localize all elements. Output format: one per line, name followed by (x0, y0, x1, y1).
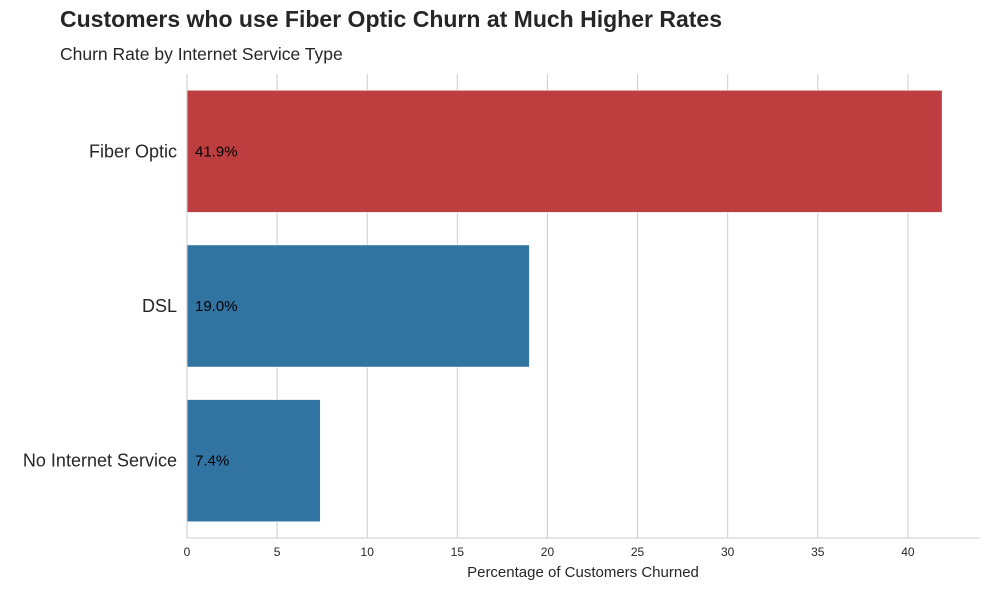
chart-title: Customers who use Fiber Optic Churn at M… (60, 6, 722, 32)
x-tick-label: 40 (901, 545, 915, 559)
x-tick-label: 5 (274, 545, 281, 559)
bar (186, 399, 321, 523)
x-tick-label: 25 (631, 545, 645, 559)
data-label: 7.4% (195, 453, 229, 470)
x-tick-label: 0 (184, 545, 191, 559)
data-label: 19.0% (195, 298, 238, 315)
x-tick-labels: 0 5 10 15 20 25 30 35 40 (184, 545, 915, 559)
category-labels: Fiber Optic DSL No Internet Service (23, 141, 177, 470)
x-tick-label: 30 (721, 545, 735, 559)
x-tick-label: 15 (451, 545, 465, 559)
bar (186, 89, 943, 213)
category-label: No Internet Service (23, 451, 177, 471)
data-label: 41.9% (195, 143, 238, 160)
axes (186, 74, 980, 539)
category-label: DSL (142, 296, 177, 316)
bars (186, 89, 943, 523)
data-labels: 41.9% 19.0% 7.4% (195, 143, 238, 469)
bar (186, 244, 530, 368)
x-tick-label: 20 (541, 545, 555, 559)
chart-subtitle: Churn Rate by Internet Service Type (60, 44, 343, 64)
x-axis-title: Percentage of Customers Churned (467, 564, 699, 581)
category-label: Fiber Optic (89, 141, 177, 161)
x-tick-label: 35 (811, 545, 825, 559)
x-tick-label: 10 (361, 545, 375, 559)
